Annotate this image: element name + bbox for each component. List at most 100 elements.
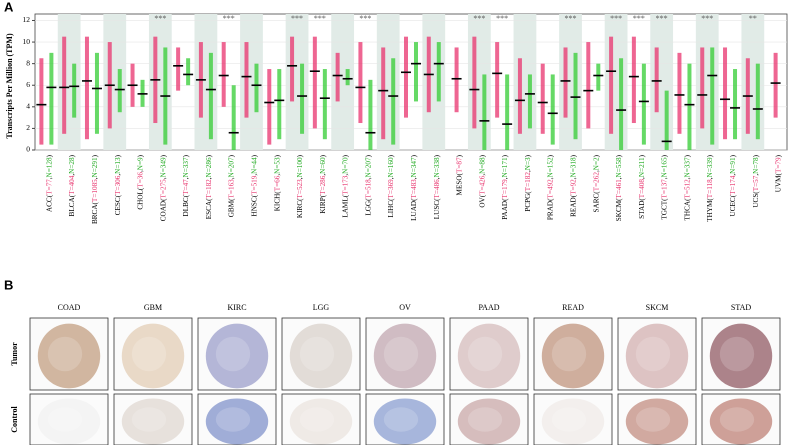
- label-part: N=207: [364, 157, 372, 177]
- value-range: [773, 52, 778, 118]
- band-shade: [331, 14, 355, 150]
- label-part: ,: [68, 174, 76, 176]
- band-shade: [422, 14, 446, 150]
- label-part: ,: [706, 177, 714, 179]
- label-part: T=36: [136, 172, 144, 188]
- value-range: [176, 47, 181, 91]
- label-part: ,: [250, 174, 258, 176]
- label-part: N=88: [478, 157, 486, 174]
- label-part: ,: [319, 174, 327, 176]
- significance: ***: [565, 14, 577, 23]
- label-part: ,: [592, 170, 600, 172]
- panel-label: B: [4, 277, 13, 292]
- plot-area: [34, 13, 788, 151]
- band-shade: [194, 14, 218, 150]
- label-part: ): [159, 154, 167, 157]
- significance: ***: [656, 14, 668, 23]
- x-tick-label: CESC(T=306,N=13): [113, 154, 121, 215]
- value-range: [641, 63, 646, 145]
- label-part: N=339: [706, 157, 714, 177]
- label-part: T=404: [68, 175, 76, 195]
- significance: ***: [473, 14, 485, 23]
- band-shade: [513, 14, 537, 150]
- label-part: (: [546, 198, 554, 201]
- x-tick-label: READ(T=92,N=318): [569, 154, 577, 216]
- label-part: N=60: [319, 157, 327, 174]
- label-part: (: [615, 198, 623, 201]
- label-part: ): [45, 154, 53, 157]
- label-part: OV: [478, 196, 486, 207]
- value-range: [472, 36, 477, 129]
- label-part: T=182: [205, 179, 213, 199]
- x-tick-label: THYM(T=118,N=339): [706, 154, 714, 221]
- label-part: GBM: [227, 200, 235, 217]
- label-part: T=1085: [91, 179, 99, 202]
- label-part: N=100: [296, 157, 304, 177]
- tissue-core: [289, 323, 353, 389]
- x-tick-label: KIRP(T=286,N=60): [319, 154, 327, 213]
- label-part: ,: [615, 177, 623, 179]
- label-part: (: [660, 198, 668, 201]
- tissue-core: [457, 398, 521, 445]
- label-part: T=137: [660, 179, 668, 199]
- tissue-core: [625, 323, 689, 389]
- label-part: ): [524, 154, 532, 157]
- tissue-texture: [551, 336, 587, 372]
- label-part: N=291: [91, 157, 99, 177]
- label-part: N=286: [205, 157, 213, 177]
- label-part: T=118: [706, 179, 714, 198]
- label-part: (: [432, 198, 440, 201]
- tissue-texture: [299, 336, 335, 372]
- label-part: ,: [296, 177, 304, 179]
- label-part: ): [501, 154, 509, 157]
- label-part: N=337: [683, 157, 691, 177]
- value-range: [609, 36, 614, 134]
- column-header: KIRC: [227, 303, 246, 312]
- value-range: [454, 47, 459, 113]
- significance: ***: [701, 14, 713, 23]
- label-part: N=70: [341, 157, 349, 174]
- label-part: (: [159, 198, 167, 201]
- value-range: [527, 74, 532, 129]
- value-range: [84, 36, 89, 140]
- label-part: N=337: [182, 157, 190, 177]
- value-range: [231, 85, 236, 150]
- tissue-texture: [467, 407, 503, 432]
- column-header: COAD: [58, 303, 81, 312]
- label-part: ): [706, 154, 714, 157]
- label-part: ): [729, 154, 737, 157]
- tissue-texture: [215, 336, 251, 372]
- label-part: (: [319, 194, 327, 197]
- tissue-texture: [299, 407, 335, 432]
- band-shade: [148, 14, 172, 150]
- label-part: (: [774, 172, 782, 175]
- value-range: [49, 52, 54, 145]
- value-range: [755, 63, 760, 140]
- label-part: ,: [91, 177, 99, 179]
- label-part: ): [432, 154, 440, 157]
- x-tick-label: PRAD(T=492,N=152): [546, 154, 554, 220]
- value-range: [586, 42, 591, 129]
- label-part: UCEC: [729, 197, 737, 216]
- significance: ***: [314, 14, 326, 23]
- tissue-texture: [47, 336, 83, 372]
- band-shade: [559, 14, 582, 150]
- value-range: [517, 58, 522, 134]
- label-part: ,: [524, 170, 532, 172]
- label-part: ): [205, 154, 213, 157]
- x-tick-label: LGG(T=518,N=207): [364, 154, 372, 215]
- label-part: PRAD: [546, 201, 554, 220]
- label-part: ,: [159, 177, 167, 179]
- label-part: (: [592, 191, 600, 194]
- label-part: ,: [273, 174, 281, 176]
- label-part: T=483: [410, 179, 418, 199]
- label-part: N=2: [592, 157, 600, 170]
- tissue-core: [289, 398, 353, 445]
- tissue-texture: [719, 407, 755, 432]
- label-part: N=171: [501, 157, 509, 177]
- label-part: ): [410, 154, 418, 157]
- column-header: OV: [399, 303, 411, 312]
- label-part: N=558: [615, 157, 623, 177]
- value-range: [505, 74, 510, 150]
- y-axis-title: Transcripts Per Million (TPM): [5, 33, 14, 139]
